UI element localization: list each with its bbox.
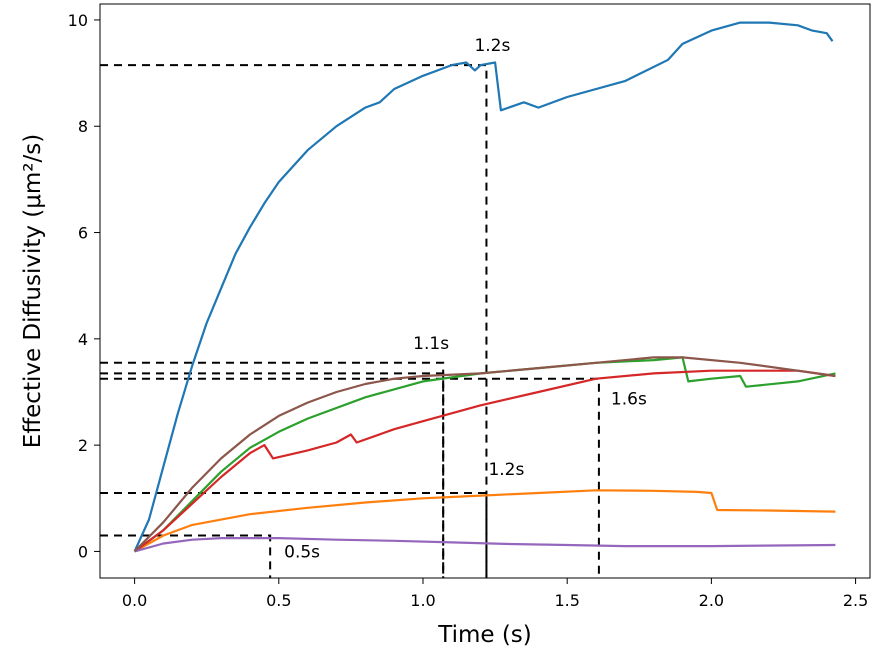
y-tick-label: 4 (78, 330, 88, 349)
x-tick-label: 2.5 (843, 591, 868, 610)
x-tick-label: 1.0 (410, 591, 435, 610)
series-line-green (133, 356, 836, 553)
reference-line-2 (100, 491, 488, 578)
series-line-blue (133, 21, 834, 552)
x-tick-label: 1.5 (554, 591, 579, 610)
annotations: 1.2s 1.1s 1.6s 1.2s 0.5s (284, 36, 647, 562)
series-line-purple (134, 537, 836, 553)
axes-frame (99, 3, 871, 579)
y-axis-label: Effective Diffusivity (μm²/s) (20, 134, 46, 448)
annotation-label: 1.6s (611, 390, 647, 410)
x-tick-label: 0.5 (266, 591, 291, 610)
axis-ticks: 0.0 0.5 1.0 1.5 2.0 2.5 0 2 4 6 8 10 (68, 11, 869, 610)
y-tick-label: 8 (78, 117, 88, 136)
y-tick-label: 2 (78, 436, 88, 455)
reference-line-5 (100, 534, 272, 578)
reference-line-1 (100, 64, 488, 578)
reference-line-6 (100, 372, 445, 578)
series-line-brown (133, 356, 836, 553)
annotation-label: 1.1s (413, 334, 449, 354)
y-tick-label: 10 (68, 11, 88, 30)
y-tick-label: 6 (78, 224, 88, 243)
annotation-label: 0.5s (284, 542, 320, 562)
series-line-orange (134, 489, 836, 553)
x-axis-label: Time (s) (437, 622, 532, 648)
reference-line-3 (100, 361, 445, 578)
reference-line-4 (100, 377, 600, 578)
x-tick-label: 0.0 (122, 591, 147, 610)
plot-area (100, 21, 836, 578)
y-tick-label: 0 (78, 542, 88, 561)
x-tick-label: 2.0 (699, 591, 724, 610)
annotation-label: 1.2s (488, 460, 524, 480)
annotation-label: 1.2s (474, 36, 510, 56)
series-line-red (133, 369, 836, 553)
